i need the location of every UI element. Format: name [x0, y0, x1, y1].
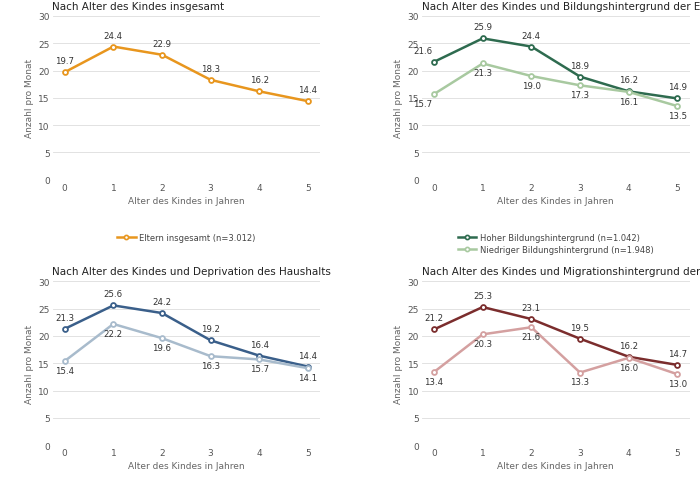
- Text: 19.0: 19.0: [522, 82, 541, 91]
- X-axis label: Alter des Kindes in Jahren: Alter des Kindes in Jahren: [128, 197, 244, 205]
- Text: 14.7: 14.7: [668, 349, 687, 358]
- Text: 21.6: 21.6: [522, 333, 541, 341]
- Text: 21.6: 21.6: [413, 47, 433, 56]
- Text: Nach Alter des Kindes und Deprivation des Haushalts: Nach Alter des Kindes und Deprivation de…: [52, 267, 331, 277]
- Text: 19.5: 19.5: [570, 323, 589, 332]
- X-axis label: Alter des Kindes in Jahren: Alter des Kindes in Jahren: [128, 461, 244, 470]
- Text: 15.7: 15.7: [413, 100, 433, 109]
- Text: 16.0: 16.0: [619, 363, 638, 372]
- Text: 13.5: 13.5: [668, 112, 687, 121]
- Text: 19.2: 19.2: [201, 325, 220, 333]
- Text: 16.4: 16.4: [250, 340, 269, 349]
- Text: 21.2: 21.2: [424, 314, 444, 323]
- Text: 14.9: 14.9: [668, 83, 687, 92]
- Text: 16.1: 16.1: [619, 98, 638, 106]
- Text: 15.4: 15.4: [55, 366, 74, 375]
- Text: 24.4: 24.4: [522, 31, 541, 41]
- Text: 14.1: 14.1: [298, 373, 318, 382]
- Y-axis label: Anzahl pro Monat: Anzahl pro Monat: [394, 59, 403, 138]
- Text: 13.4: 13.4: [424, 377, 444, 386]
- Y-axis label: Anzahl pro Monat: Anzahl pro Monat: [25, 59, 34, 138]
- Text: 25.9: 25.9: [473, 23, 492, 32]
- Text: 17.3: 17.3: [570, 91, 589, 100]
- Text: 20.3: 20.3: [473, 340, 492, 348]
- Text: 16.3: 16.3: [201, 362, 220, 370]
- Text: 25.6: 25.6: [104, 290, 123, 299]
- Text: 21.3: 21.3: [55, 313, 74, 322]
- Text: 13.0: 13.0: [668, 379, 687, 388]
- Text: 24.4: 24.4: [104, 31, 123, 41]
- Text: Nach Alter des Kindes insgesamt: Nach Alter des Kindes insgesamt: [52, 2, 225, 12]
- Text: 21.3: 21.3: [473, 69, 492, 78]
- Legend: Hoher Bildungshintergrund (n=1.042), Niedriger Bildungshintergrund (n=1.948): Hoher Bildungshintergrund (n=1.042), Nie…: [458, 234, 653, 254]
- Text: 24.2: 24.2: [153, 298, 172, 306]
- Text: 23.1: 23.1: [522, 303, 541, 313]
- Y-axis label: Anzahl pro Monat: Anzahl pro Monat: [25, 324, 34, 403]
- Text: 14.4: 14.4: [298, 86, 318, 95]
- Text: 22.2: 22.2: [104, 329, 123, 338]
- X-axis label: Alter des Kindes in Jahren: Alter des Kindes in Jahren: [498, 197, 614, 205]
- Text: 16.2: 16.2: [619, 76, 638, 85]
- X-axis label: Alter des Kindes in Jahren: Alter des Kindes in Jahren: [498, 461, 614, 470]
- Text: 18.9: 18.9: [570, 61, 589, 71]
- Text: Nach Alter des Kindes und Migrationshintergrund der Eltern: Nach Alter des Kindes und Migrationshint…: [422, 267, 700, 277]
- Text: 14.4: 14.4: [298, 351, 318, 360]
- Text: 25.3: 25.3: [473, 291, 492, 301]
- Text: 22.9: 22.9: [153, 40, 172, 49]
- Text: Nach Alter des Kindes und Bildungshintergrund der Eltern: Nach Alter des Kindes und Bildungshinter…: [422, 2, 700, 12]
- Text: 18.3: 18.3: [201, 65, 220, 74]
- Text: 19.6: 19.6: [153, 343, 172, 352]
- Y-axis label: Anzahl pro Monat: Anzahl pro Monat: [394, 324, 403, 403]
- Text: 13.3: 13.3: [570, 378, 589, 387]
- Text: 19.7: 19.7: [55, 57, 74, 66]
- Legend: Eltern insgesamt (n=3.012): Eltern insgesamt (n=3.012): [118, 234, 256, 242]
- Text: 15.7: 15.7: [250, 364, 269, 374]
- Text: 16.2: 16.2: [250, 76, 269, 85]
- Text: 16.2: 16.2: [619, 341, 638, 350]
